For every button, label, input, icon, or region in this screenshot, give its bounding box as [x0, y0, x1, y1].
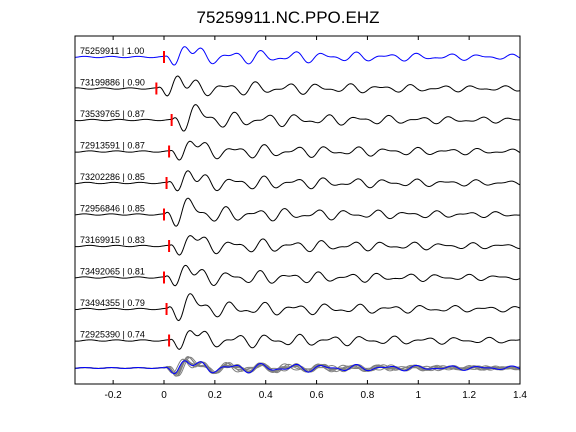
trace-7	[74, 264, 521, 287]
trace-5	[74, 197, 521, 227]
trace-label-5: 72956846 | 0.85	[80, 204, 145, 214]
x-tick-label-2: 0.2	[208, 390, 222, 401]
trace-8	[74, 293, 521, 322]
stack-trace-reference	[74, 360, 521, 375]
x-tick-label-0: -0.2	[105, 390, 123, 401]
x-tick-label-7: 1.2	[462, 390, 476, 401]
x-tick-label-6: 1	[416, 390, 422, 401]
x-tick-label-1: 0	[161, 390, 167, 401]
x-tick-label-3: 0.4	[259, 390, 273, 401]
x-tick-label-5: 0.8	[360, 390, 374, 401]
trace-label-3: 72913591 | 0.87	[80, 141, 145, 151]
trace-label-6: 73169915 | 0.83	[80, 235, 145, 245]
x-tick-label-8: 1.4	[513, 390, 527, 401]
trace-label-4: 73202286 | 0.85	[80, 172, 145, 182]
trace-4	[74, 170, 521, 192]
axes-frame	[74, 35, 521, 385]
trace-9	[74, 330, 521, 350]
trace-1	[74, 75, 521, 97]
trace-label-1: 73199886 | 0.90	[80, 78, 145, 88]
trace-label-7: 73492065 | 0.81	[80, 267, 145, 277]
trace-label-0: 75259911 | 1.00	[80, 46, 144, 56]
x-tick-label-4: 0.6	[310, 390, 324, 401]
chart-title: 75259911.NC.PPO.EHZ	[196, 8, 380, 27]
trace-2	[74, 104, 520, 132]
trace-3	[74, 140, 521, 161]
trace-6	[74, 235, 521, 256]
trace-label-8: 73494355 | 0.79	[80, 298, 145, 308]
trace-label-9: 72925390 | 0.74	[80, 330, 145, 340]
trace-label-2: 73539765 | 0.87	[80, 109, 145, 119]
trace-0	[74, 46, 521, 66]
